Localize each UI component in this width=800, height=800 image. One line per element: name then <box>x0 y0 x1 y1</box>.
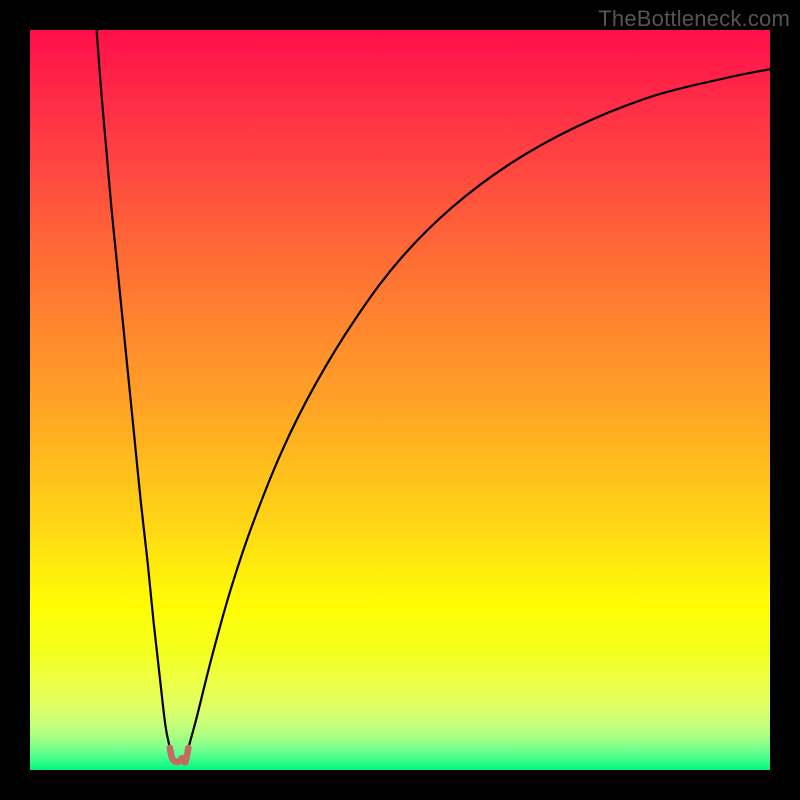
plot-area <box>30 30 770 770</box>
watermark-text: TheBottleneck.com <box>598 6 790 32</box>
chart-svg <box>30 30 770 770</box>
gradient-background <box>30 30 770 770</box>
chart-container: TheBottleneck.com <box>0 0 800 800</box>
